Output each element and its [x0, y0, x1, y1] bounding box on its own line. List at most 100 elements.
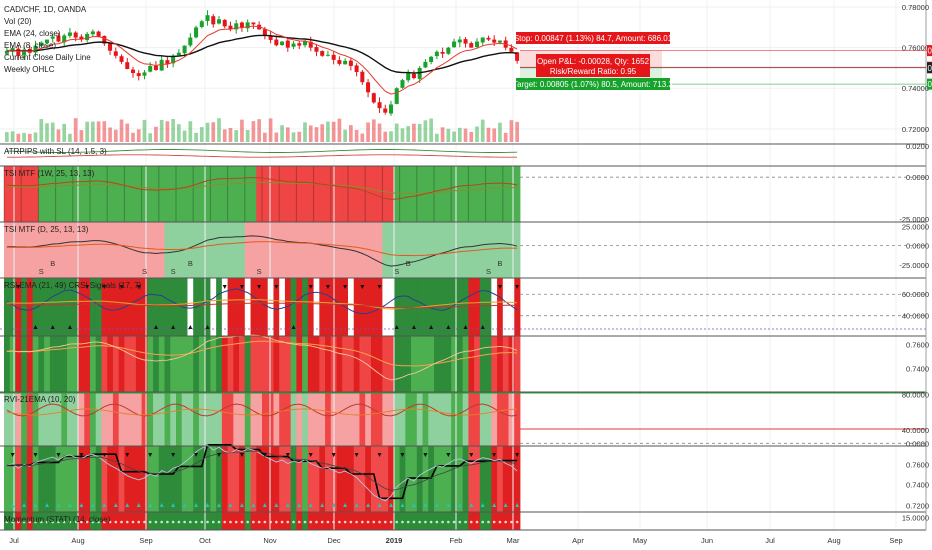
band-cell	[170, 278, 177, 336]
band-cell	[434, 166, 441, 222]
band-cell	[279, 446, 286, 512]
band-cell	[72, 392, 79, 446]
band-cell	[227, 446, 234, 512]
pane-title: TSI MTF (D, 25, 13, 13)	[4, 225, 89, 234]
band-cell	[462, 166, 469, 222]
band-cell	[290, 336, 297, 392]
momentum-dot	[183, 520, 186, 524]
band-cell	[216, 392, 223, 446]
band-cell	[353, 222, 360, 278]
band-cell	[107, 278, 114, 336]
legend-labels: CAD/CHF, 1D, OANDA Vol (20) EMA (24, clo…	[4, 5, 91, 74]
band-cell	[319, 336, 326, 392]
momentum-dot	[206, 520, 209, 524]
band-cell	[359, 222, 366, 278]
top-signal-marker	[354, 453, 359, 457]
band-cell	[273, 392, 280, 446]
band-cell	[101, 336, 108, 392]
momentum-dot	[401, 520, 404, 524]
band-cell	[233, 446, 240, 512]
band-cell	[4, 222, 11, 278]
volume-bar	[389, 131, 393, 142]
band-cell	[107, 336, 114, 392]
candle-body	[119, 56, 124, 62]
band-cell	[170, 392, 177, 446]
volume-bar	[27, 133, 32, 142]
band-cell	[290, 446, 297, 512]
ema-24-line	[6, 34, 518, 74]
momentum-dot	[412, 520, 416, 524]
band-cell	[451, 392, 458, 446]
band-cell	[198, 336, 206, 392]
volume-bar	[62, 123, 67, 142]
band-cell	[353, 278, 360, 336]
momentum-teal-marker	[10, 503, 15, 507]
band-cell	[313, 222, 320, 278]
momentum-dot	[148, 520, 152, 524]
volume-bar	[417, 123, 422, 142]
volume-bar	[377, 123, 382, 142]
candle-body	[314, 47, 319, 52]
band-cell	[416, 166, 423, 222]
band-cell	[181, 166, 188, 222]
candle-body	[182, 45, 187, 54]
momentum-dot	[510, 520, 513, 524]
candle-body	[515, 52, 520, 61]
band-cell	[107, 392, 114, 446]
band-cell	[307, 446, 314, 512]
x-tick-label: Feb	[450, 536, 463, 545]
candle-body	[102, 35, 107, 44]
band-cell	[359, 446, 366, 512]
band-cell	[95, 166, 102, 222]
band-cell	[164, 166, 171, 222]
band-cell	[428, 446, 435, 512]
candle-body	[159, 59, 164, 71]
momentum-teal-marker	[217, 503, 221, 507]
band-cell	[193, 446, 200, 512]
band-cell	[227, 392, 234, 446]
volume-bar	[406, 126, 411, 142]
volume-bar	[5, 132, 9, 142]
band-cell	[78, 278, 85, 336]
candle-body	[411, 73, 416, 79]
band-cell	[239, 336, 246, 392]
pane-separators: ATRPIPS with SL (14, 1.5, 3) TSI MTF (1W,…	[0, 0, 927, 531]
volume-bar	[349, 125, 353, 142]
position-tool[interactable]: Stop: 0.00847 (1.13%) 84.7, Amount: 686.…	[513, 32, 673, 90]
band-cell	[502, 278, 509, 336]
candle-body	[297, 43, 302, 46]
band-cell	[434, 392, 441, 446]
band-cell	[38, 336, 45, 392]
overlay-label-ema-8: EMA (8, close)	[4, 41, 56, 50]
candle-body	[469, 43, 474, 48]
candle-body	[125, 62, 130, 69]
tsi-buy-letter: B	[497, 259, 502, 268]
candle-body	[440, 51, 445, 54]
momentum-dot	[85, 520, 89, 524]
band-cell	[479, 446, 486, 512]
volume-bar	[285, 127, 290, 142]
band-cell	[250, 392, 257, 446]
band-cell	[273, 222, 280, 278]
band-cell	[422, 392, 429, 446]
band-cell	[239, 166, 246, 222]
band-cell	[325, 166, 332, 222]
volume-bar	[125, 123, 130, 142]
band-cell	[204, 336, 211, 392]
volume-bar	[337, 118, 342, 142]
volume-bar	[308, 125, 313, 142]
band-cell	[456, 166, 464, 222]
top-signal-marker	[102, 453, 107, 457]
tsi-sell-letter: S	[171, 267, 176, 276]
tsi-buy-letter: B	[188, 259, 193, 268]
candle-body	[239, 22, 244, 28]
band-cell	[158, 222, 165, 278]
volume-bar	[268, 118, 273, 142]
band-cell	[302, 336, 309, 392]
band-cell	[382, 336, 389, 392]
momentum-dot	[435, 520, 439, 524]
band-cell	[336, 446, 343, 512]
band-cell	[233, 222, 240, 278]
volume-bar	[154, 126, 158, 142]
